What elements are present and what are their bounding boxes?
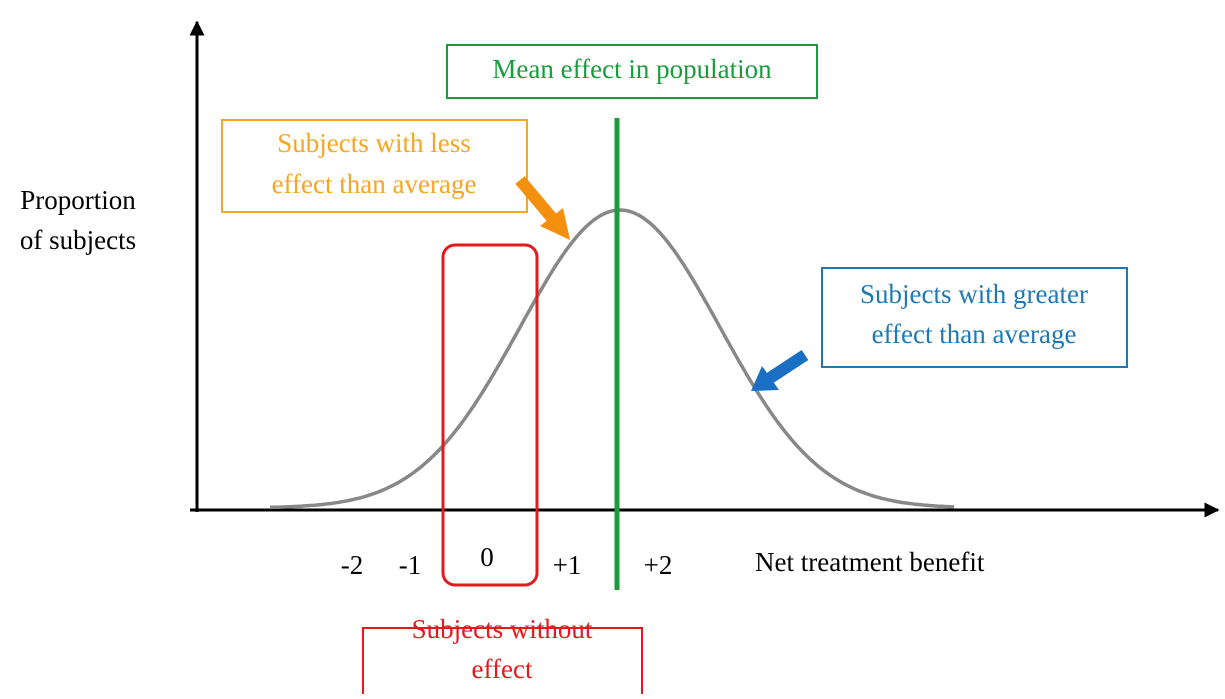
y-axis-label: of subjects bbox=[20, 225, 136, 255]
without-text: Subjects without bbox=[412, 614, 593, 644]
less-text: Subjects with less bbox=[277, 128, 471, 158]
x-tick-label: +1 bbox=[553, 550, 582, 580]
mean-text: Mean effect in population bbox=[492, 54, 772, 84]
zero-highlight bbox=[441, 243, 539, 587]
mean-box bbox=[446, 44, 818, 99]
greater-arrow bbox=[751, 349, 809, 391]
x-tick-label: -1 bbox=[399, 550, 422, 580]
x-tick-label: +2 bbox=[644, 550, 673, 580]
distribution-curve bbox=[270, 208, 955, 510]
less-text: effect than average bbox=[272, 169, 477, 199]
greater-text: effect than average bbox=[872, 319, 1077, 349]
greater-text: Subjects with greater bbox=[860, 279, 1088, 309]
x-axis-label: Net treatment benefit bbox=[755, 547, 985, 577]
greater-box bbox=[821, 267, 1128, 368]
without-box bbox=[362, 627, 643, 699]
less-arrow bbox=[515, 176, 570, 240]
x-tick-label: 0 bbox=[480, 542, 494, 572]
less-box bbox=[221, 119, 528, 213]
x-tick-label: -2 bbox=[341, 550, 364, 580]
without-text: effect bbox=[472, 654, 533, 684]
y-axis-label: Proportion bbox=[20, 185, 136, 215]
